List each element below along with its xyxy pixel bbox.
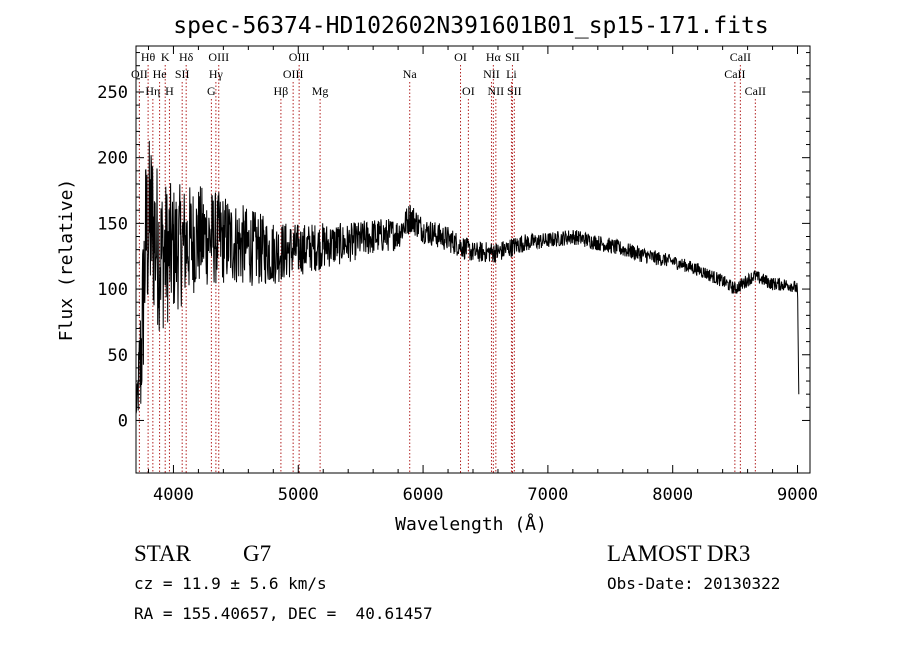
x-tick-label: 9000 [777,485,818,505]
marker-label: Na [403,67,418,81]
x-axis-label: Wavelength (Å) [395,513,547,535]
marker-label: CaII [724,67,745,81]
obs-date: Obs-Date: 20130322 [607,574,780,593]
marker-label: He [153,67,167,81]
marker-label: Hα [486,50,502,64]
y-tick-label: 100 [97,280,128,300]
marker-label: G [207,84,216,98]
spectrum-line [135,140,800,414]
marker-label: Hγ [209,67,224,81]
marker-label: NII [483,67,500,81]
marker-label: CaII [730,50,751,64]
marker-label: Hβ [274,84,289,98]
marker-label: OI [462,84,475,98]
ra-dec: RA = 155.40657, DEC = 40.61457 [134,604,433,623]
y-tick-label: 250 [97,83,128,103]
y-tick-label: 150 [97,214,128,234]
y-tick-label: 0 [118,411,128,431]
marker-label: SII [175,67,190,81]
survey-name: LAMOST DR3 [607,541,750,566]
y-axis-label: Flux (relative) [56,179,77,342]
marker-label: NII [488,84,505,98]
marker-label: SII [507,84,522,98]
x-tick-label: 4000 [153,485,194,505]
marker-label: OII [131,67,148,81]
marker-label: H [165,84,174,98]
marker-label: Mg [312,84,329,98]
y-axis-ticks: 0 50 100 150 200 250 [97,52,810,431]
marker-label: OIII [208,50,229,64]
x-tick-label: 8000 [652,485,693,505]
object-subclass: G7 [243,541,271,566]
marker-label: K [161,50,170,64]
x-tick-label: 6000 [403,485,444,505]
y-tick-label: 200 [97,149,128,169]
y-tick-label: 50 [108,346,128,366]
redshift-cz: cz = 11.9 ± 5.6 km/s [134,574,327,593]
x-tick-label: 5000 [278,485,319,505]
marker-label: Li [506,67,517,81]
object-class: STAR [134,541,192,566]
marker-label: OIII [289,50,310,64]
x-axis-ticks: 4000 5000 6000 7000 8000 9000 [147,46,818,505]
marker-label: OI [454,50,467,64]
marker-label: Hθ [141,50,156,64]
x-tick-label: 7000 [527,485,568,505]
marker-label: Hη [145,84,160,98]
chart-title: spec-56374-HD102602N391601B01_sp15-171.f… [173,13,768,39]
marker-label: CaII [745,84,766,98]
marker-label: SII [505,50,520,64]
marker-label: OIII [283,67,304,81]
marker-label: Hδ [179,50,194,64]
